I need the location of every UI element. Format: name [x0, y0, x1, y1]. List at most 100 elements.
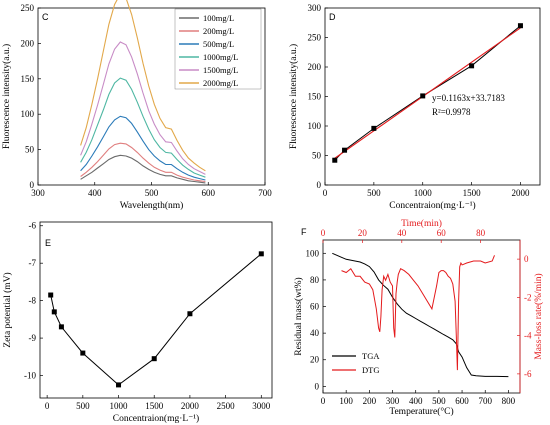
panel-c-legend-label: 500mg/L: [203, 39, 234, 49]
panel-d-ytick-label: 0: [317, 180, 322, 190]
panel-f-ytick-label: 0: [315, 381, 320, 391]
panel-e-xtick-label: 1000: [110, 401, 129, 411]
panel-c-legend-label: 200mg/L: [203, 26, 234, 36]
panel-f-xtick-label: 500: [432, 396, 446, 406]
panel-f-xtick-label: 100: [339, 396, 353, 406]
panel-c-legend-label: 2000mg/L: [203, 78, 238, 88]
panel-c-ylabel: Fluorescence intensity(a.u.): [1, 44, 12, 149]
panel-f-y2tick-label: 0: [524, 254, 529, 264]
panel-d-fit-line: [334, 27, 521, 159]
panel-f-ytick-label: 40: [310, 328, 320, 338]
panel-e-point: [116, 382, 122, 388]
panel-c-series-line: [80, 41, 206, 175]
panel-e-data-line: [50, 253, 262, 386]
panel-f-dtg-line: [341, 255, 495, 371]
panel-c-series-line: [80, 154, 206, 184]
panel-d-point: [371, 125, 377, 131]
panel-f-x2label: Time(min): [401, 218, 442, 229]
panel-c-xtick-label: 600: [202, 188, 216, 198]
panel-c-series-line: [80, 0, 206, 172]
panel-c-legend-label: 100mg/L: [203, 13, 234, 23]
panel-e-xlabel: Concentraion(mg·L⁻¹): [113, 413, 199, 424]
panel-e-point: [80, 350, 86, 356]
panel-d: D 0 500 1000 1500 2000 0 50 100 150 200 250 300 Conce…: [288, 3, 541, 211]
panel-f-x2tick-label: 80: [476, 228, 486, 238]
panel-f-xtick-label: 600: [455, 396, 469, 406]
panel-f: F0 100 200 300 400 500 600 700 800Temperature(°C…: [293, 218, 544, 417]
panel-e-point: [151, 356, 157, 362]
panel-c-ytick-label: 0: [30, 180, 35, 190]
panel-f-xtick-label: 300: [386, 396, 400, 406]
panel-e-letter: E: [45, 238, 51, 248]
panel-d-r2: R²=0.9978: [432, 107, 471, 117]
panel-f-x2tick-label: 0: [321, 228, 326, 238]
panel-c-xtick-label: 700: [258, 188, 272, 198]
panel-f-ytick-label: 100: [306, 248, 320, 258]
panel-e: E 0 500 1000 1500 2000 2500 3000 -10 -9 -8 -7 -6 Conc…: [2, 221, 273, 424]
panel-e-point: [58, 324, 64, 330]
panel-f-ytick-label: 60: [310, 302, 320, 312]
panel-e-xtick-label: 1500: [145, 401, 164, 411]
panel-f-x2tick-label: 40: [397, 228, 407, 238]
panel-f-x2tick-label: 60: [437, 228, 447, 238]
panel-e-xtick-label: 3000: [252, 401, 271, 411]
panel-f-ytick-label: 80: [310, 275, 320, 285]
panel-d-ylabel: Fluorescence intensity(a.u.): [288, 44, 299, 149]
panel-f-y2tick-label: -6: [524, 369, 532, 379]
panel-c-xtick-label: 500: [145, 188, 159, 198]
panel-e-point: [258, 251, 264, 257]
panel-f-xlabel: Temperature(°C): [389, 406, 453, 417]
panel-f-letter: F: [301, 227, 307, 237]
panel-e-point: [51, 309, 57, 315]
panel-c-series-line: [80, 77, 206, 178]
panel-f-y2label: Mass-loss rate(%/min): [533, 273, 544, 359]
panel-c-legend-label: 1000mg/L: [203, 52, 238, 62]
panel-d-letter: D: [329, 12, 336, 22]
panel-c-xlabel: Wavelength(nm): [120, 200, 184, 211]
panel-c-xtick-label: 400: [88, 188, 102, 198]
panel-d-equation: y=0.1163x+33.7183: [432, 93, 505, 103]
panel-c-xtick-label: 300: [31, 188, 45, 198]
panel-e-ytick-label: -9: [29, 333, 37, 343]
panel-f-legend-label: TGA: [362, 351, 380, 361]
panel-d-point: [469, 63, 475, 69]
panel-f-xtick-label: 0: [321, 396, 326, 406]
panel-c-legend-box: [174, 8, 262, 90]
panel-d-point: [420, 93, 426, 99]
panel-d-ytick-label: 250: [308, 33, 322, 43]
panel-e-point: [187, 311, 193, 317]
panel-e-ytick-label: -10: [24, 371, 36, 381]
panel-e-xtick-label: 500: [76, 401, 90, 411]
panel-d-xtick-label: 500: [367, 188, 381, 198]
panel-e-point: [48, 292, 54, 298]
panel-f-ytick-label: 20: [310, 355, 320, 365]
panel-c-letter: C: [42, 12, 49, 22]
panel-d-xtick-label: 0: [323, 188, 328, 198]
panel-d-ytick-label: 50: [312, 151, 322, 161]
panel-c-ytick-label: 250: [21, 3, 35, 13]
panel-f-y2tick-label: -4: [524, 331, 532, 341]
panel-d-xtick-label: 1500: [463, 188, 482, 198]
panel-d-xtick-label: 1000: [414, 188, 433, 198]
panel-d-ytick-label: 150: [308, 92, 322, 102]
panel-f-xtick-label: 800: [502, 396, 516, 406]
panel-e-frame: [39, 221, 273, 399]
panel-c: C 300 400 500 600 700 0 50 100 150 200 250 Wavelengt…: [1, 0, 272, 211]
panel-f-xtick-label: 400: [409, 396, 423, 406]
panel-f-x2tick-label: 20: [358, 228, 368, 238]
panel-e-xtick-label: 0: [45, 401, 50, 411]
panel-d-point: [517, 23, 523, 29]
panel-e-ytick-label: -6: [29, 221, 37, 231]
panel-c-ytick-label: 200: [21, 38, 35, 48]
panel-c-ytick-label: 100: [21, 109, 35, 119]
panel-f-xtick-label: 200: [363, 396, 377, 406]
panel-c-ytick-label: 50: [25, 145, 35, 155]
panel-d-point: [342, 147, 348, 153]
panel-c-series-line: [80, 115, 206, 181]
panel-e-xtick-label: 2500: [217, 401, 236, 411]
panel-e-ytick-label: -8: [29, 296, 37, 306]
panel-f-ylabel: Residual mass(wt%): [293, 277, 304, 355]
panel-c-legend-label: 1500mg/L: [203, 65, 238, 75]
panel-e-ytick-label: -7: [29, 258, 37, 268]
